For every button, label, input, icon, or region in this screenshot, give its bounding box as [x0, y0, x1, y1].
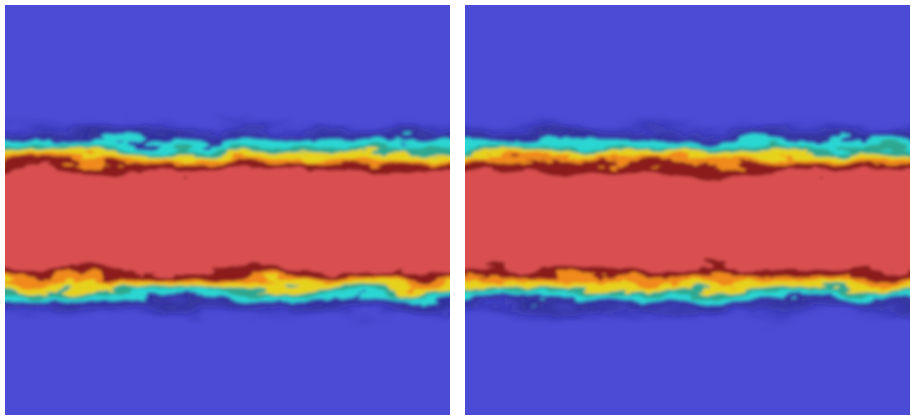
figure: [0, 0, 911, 419]
right-panel: [435, 5, 911, 415]
left-panel: [0, 5, 480, 415]
page: [0, 0, 911, 419]
